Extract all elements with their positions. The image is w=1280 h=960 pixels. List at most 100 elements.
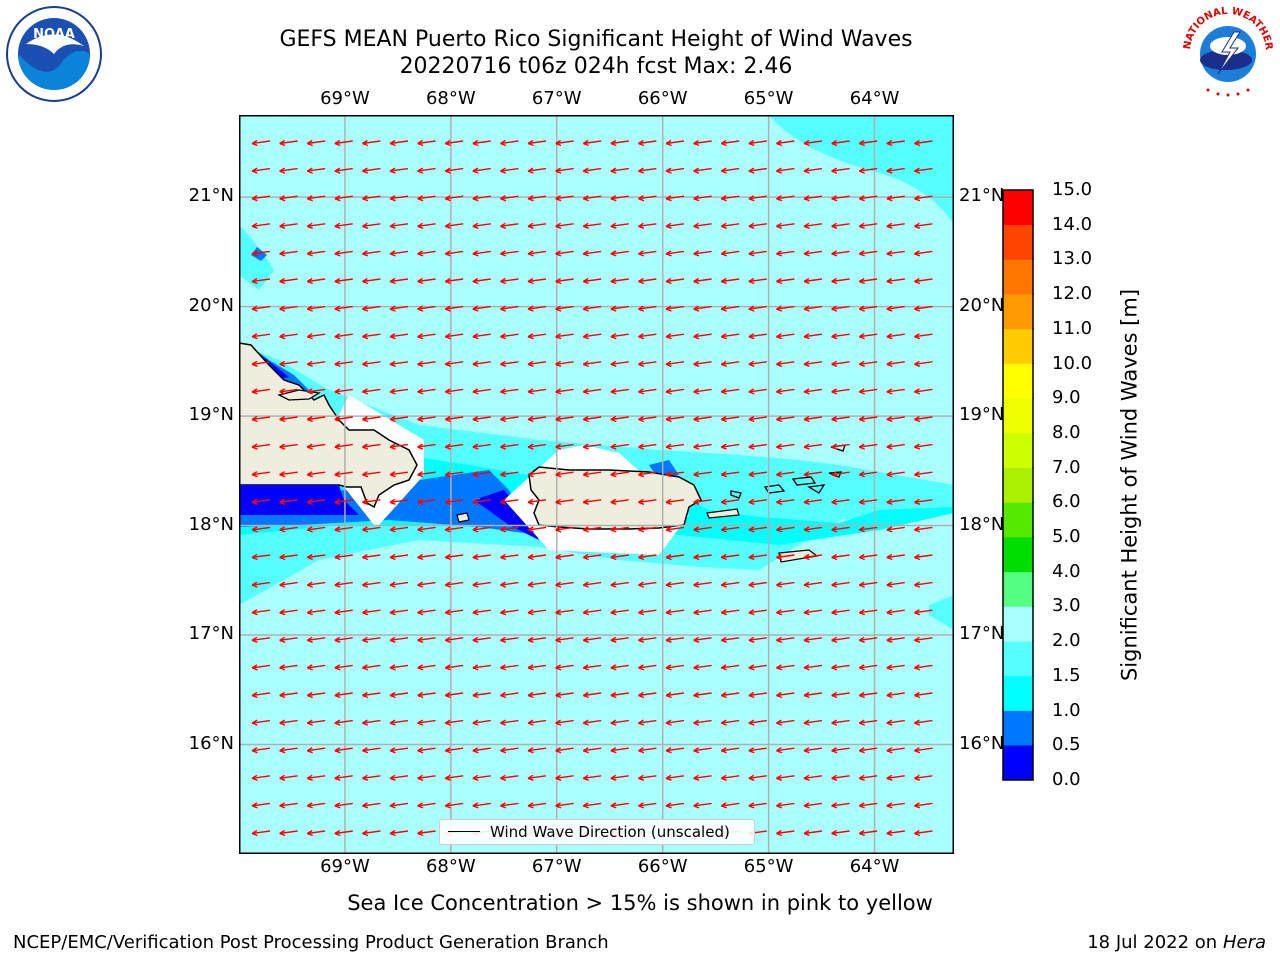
wind-arrow [362, 333, 381, 340]
wind-arrow [555, 553, 574, 561]
wind-arrow [279, 139, 298, 147]
wind-arrow [914, 195, 933, 202]
wind-arrow [914, 664, 933, 671]
wind-arrow [831, 719, 850, 726]
wind-arrow [748, 333, 767, 340]
map-legend: Wind Wave Direction (unscaled) [439, 819, 755, 845]
lat-label-right: 21°N [959, 185, 1005, 207]
wind-arrow [555, 609, 574, 616]
wind-arrow [279, 167, 298, 174]
wind-arrow [831, 167, 850, 174]
national-weather-service-logo: NATIONAL WEATHER SERVICE [1178, 2, 1276, 100]
colorbar-tick-label: 2.0 [1052, 630, 1081, 652]
wind-arrow [914, 774, 933, 781]
wind-arrow [582, 139, 602, 147]
wind-arrow [279, 360, 298, 367]
wind-arrow [389, 305, 409, 312]
wind-arrow [500, 802, 519, 809]
wind-arrow [362, 222, 381, 229]
wind-arrow [638, 747, 657, 754]
wind-arrow [389, 167, 409, 174]
colorbar-tick-label: 8.0 [1052, 421, 1081, 443]
wind-arrow [334, 333, 353, 340]
wind-arrow [610, 333, 629, 340]
wind-arrow [720, 636, 740, 643]
wind-arrow [638, 415, 657, 423]
wind-arrow [279, 443, 298, 450]
wind-arrow [417, 195, 436, 202]
wind-arrow [362, 277, 381, 285]
wind-arrow [582, 581, 602, 588]
wind-arrow [803, 333, 823, 340]
map-subtitle: 20220716 t06z 024h fcst Max: 2.46 [399, 54, 793, 79]
wind-arrow [306, 195, 326, 202]
wind-arrow [748, 471, 767, 478]
wind-arrow [776, 636, 795, 643]
wind-arrow [306, 471, 326, 478]
wind-arrow [527, 250, 547, 257]
wind-arrow [417, 360, 436, 367]
wind-arrow [886, 802, 905, 809]
colorbar-segment [1003, 398, 1033, 434]
wind-arrow [914, 526, 933, 533]
lat-label-left: 21°N [188, 185, 234, 207]
wind-arrow [638, 277, 657, 285]
wind-arrow [251, 415, 271, 423]
colorbar-tick-label: 7.0 [1052, 456, 1081, 478]
wind-arrow [638, 305, 657, 312]
wind-arrow [389, 774, 409, 781]
wind-arrow [334, 195, 353, 202]
colorbar-segment [1003, 190, 1033, 226]
wind-arrow [389, 195, 409, 202]
wind-arrow [417, 443, 436, 450]
wind-arrow [776, 277, 795, 285]
colorbar-segment [1003, 363, 1033, 399]
wind-arrow [693, 747, 712, 754]
wind-arrow [527, 719, 547, 726]
wind-arrow [610, 636, 629, 643]
wind-arrow [444, 774, 464, 781]
wind-arrow [693, 139, 712, 147]
wind-arrow [417, 691, 436, 699]
wind-arrow [251, 691, 271, 699]
wind-arrow [748, 747, 767, 754]
wind-arrow [886, 333, 905, 340]
colorbar-segment [1003, 294, 1033, 330]
colorbar-segment [1003, 675, 1033, 711]
wind-arrow [914, 388, 933, 395]
wind-arrow [886, 471, 905, 478]
wind-arrow [720, 719, 740, 726]
wind-arrow [362, 829, 381, 837]
wind-arrow [582, 774, 602, 781]
wind-arrow [748, 443, 767, 450]
wind-arrow [279, 333, 298, 340]
wind-arrow [831, 691, 850, 699]
wind-arrow [914, 719, 933, 726]
wind-arrow [417, 553, 436, 561]
wind-arrow [362, 471, 381, 478]
wind-arrow [500, 250, 519, 257]
wind-arrow [389, 360, 409, 367]
wind-arrow [914, 471, 933, 478]
wind-arrow [500, 167, 519, 174]
wind-arrow [555, 443, 574, 450]
wind-arrow [638, 250, 657, 257]
wind-arrow [472, 498, 491, 505]
wind-arrow [527, 581, 547, 588]
wind-arrow [417, 609, 436, 616]
wind-arrow [417, 305, 436, 312]
colorbar-tick-label: 6.0 [1052, 491, 1081, 513]
wind-arrow [720, 360, 740, 367]
wind-arrow [638, 774, 657, 781]
lat-label-right: 16°N [959, 732, 1005, 754]
wind-arrow [858, 553, 878, 561]
lon-label-bottom: 64°W [849, 856, 900, 877]
wind-arrow [638, 333, 657, 340]
wind-arrow [306, 167, 326, 174]
wind-arrow [389, 636, 409, 643]
wind-arrow [444, 139, 464, 147]
wind-arrow [417, 747, 436, 754]
wind-arrow [334, 802, 353, 809]
wind-arrow [306, 747, 326, 754]
wind-arrow [527, 222, 547, 229]
